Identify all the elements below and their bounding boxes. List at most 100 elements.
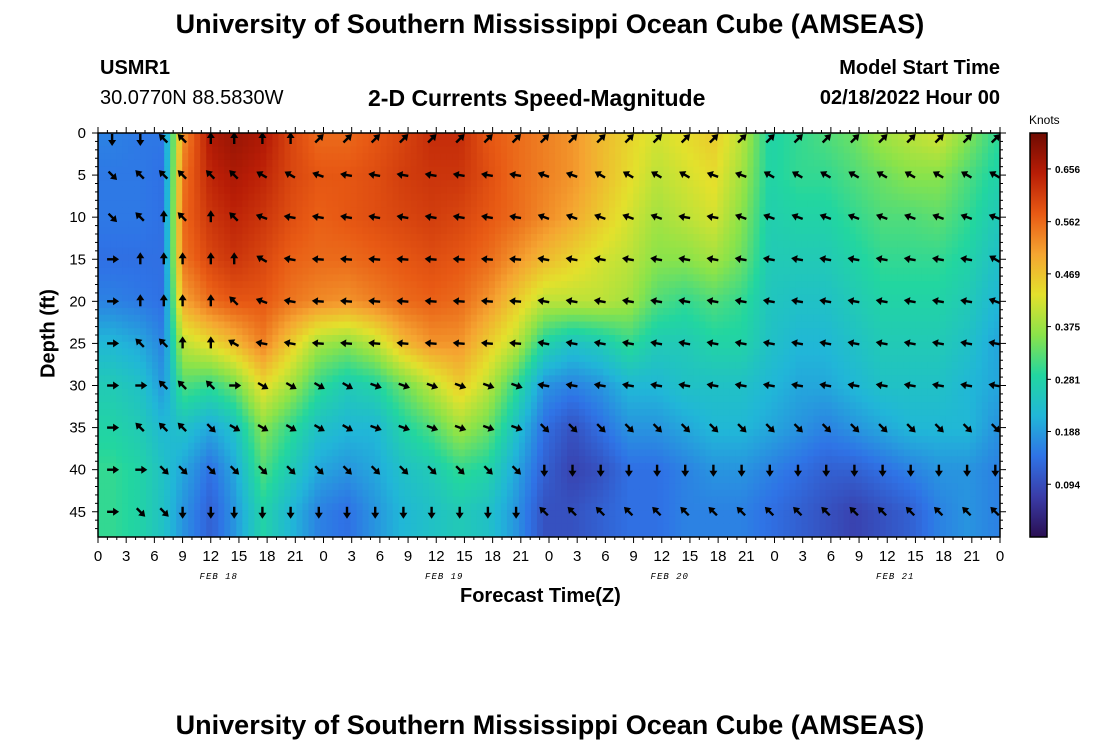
heat-cell: [398, 227, 406, 235]
heat-cell: [380, 281, 388, 289]
heat-cell: [915, 254, 923, 262]
heat-cell: [200, 341, 207, 350]
heat-cell: [242, 193, 249, 201]
heat-cell: [422, 146, 430, 154]
heat-cell: [254, 287, 261, 296]
heat-cell: [230, 287, 237, 296]
heat-cell: [627, 274, 634, 282]
heat-cell: [542, 234, 550, 242]
heat-cell: [645, 146, 652, 154]
heat-cell: [945, 341, 953, 350]
heat-cell: [398, 133, 406, 141]
heat-cell: [783, 287, 791, 296]
heat-cell: [555, 173, 562, 181]
heat-cell: [392, 133, 400, 141]
heat-cell: [170, 220, 177, 228]
heat-cell: [200, 328, 207, 336]
heat-cell: [338, 153, 346, 161]
heat-cell: [759, 166, 767, 174]
heat-cell: [224, 240, 231, 249]
heat-cell: [140, 139, 147, 148]
heat-cell: [458, 348, 466, 356]
heat-cell: [585, 180, 592, 188]
heat-cell: [272, 159, 279, 168]
heat-cell: [146, 193, 153, 201]
heat-cell: [969, 274, 977, 282]
heat-cell: [609, 213, 616, 222]
heat-cell: [122, 301, 129, 309]
heat-cell: [512, 281, 520, 289]
heat-cell: [434, 220, 442, 228]
heat-cell: [200, 287, 207, 296]
heat-cell: [278, 133, 286, 141]
heat-cell: [440, 180, 448, 188]
heat-cell: [200, 355, 207, 363]
heat-cell: [218, 308, 225, 316]
heat-cell: [488, 166, 496, 174]
heat-cell: [296, 335, 304, 343]
heat-cell: [140, 260, 147, 269]
heat-cell: [891, 234, 899, 242]
heat-cell: [711, 341, 718, 350]
heat-cell: [188, 186, 195, 195]
heat-cell: [585, 159, 592, 168]
heat-cell: [861, 281, 869, 289]
heat-cell: [326, 260, 334, 269]
heat-cell: [681, 227, 688, 235]
heat-cell: [422, 227, 430, 235]
heat-cell: [591, 207, 598, 215]
heat-cell: [344, 254, 352, 262]
heat-cell: [494, 321, 502, 329]
heat-cell: [170, 247, 177, 255]
heat-cell: [975, 200, 983, 208]
heat-cell: [266, 254, 273, 262]
heat-cell: [308, 173, 316, 181]
heat-cell: [621, 166, 628, 174]
heat-cell: [639, 301, 646, 309]
heat-cell: [116, 146, 123, 154]
heat-cell: [224, 213, 231, 222]
chart-title: University of Southern Mississippi Ocean…: [175, 9, 925, 39]
heat-cell: [200, 213, 207, 222]
heat-cell: [651, 267, 658, 275]
heat-cell: [843, 139, 851, 148]
heat-cell: [116, 200, 123, 208]
heat-cell: [428, 254, 436, 262]
heat-cell: [819, 308, 827, 316]
heat-cell: [260, 355, 267, 363]
heat-cell: [915, 308, 923, 316]
heat-cell: [777, 321, 785, 329]
heat-cell: [801, 341, 809, 350]
heat-cell: [164, 166, 171, 174]
heat-cell: [542, 308, 550, 316]
heat-cell: [386, 321, 394, 329]
heat-cell: [897, 294, 905, 302]
heat-cell: [374, 220, 382, 228]
heat-cell: [717, 341, 724, 350]
heat-cell: [512, 267, 520, 275]
heat-cell: [494, 281, 502, 289]
heat-cell: [675, 301, 682, 309]
heat-cell: [374, 200, 382, 208]
heat-cell: [446, 133, 454, 141]
heat-cell: [723, 335, 730, 343]
heat-cell: [332, 186, 340, 195]
heat-cell: [855, 321, 863, 329]
heat-cell: [248, 186, 255, 195]
heat-cell: [524, 159, 532, 168]
heat-cell: [242, 308, 249, 316]
heat-cell: [591, 341, 598, 350]
model-start-value: 02/18/2022 Hour 00: [819, 87, 1000, 109]
heat-cell: [446, 227, 454, 235]
heat-cell: [759, 146, 767, 154]
heat-cell: [416, 139, 424, 148]
heat-cell: [717, 328, 724, 336]
heat-cell: [224, 247, 231, 255]
heat-cell: [536, 240, 544, 249]
heat-cell: [789, 207, 797, 215]
heat-cell: [248, 341, 255, 350]
heat-cell: [104, 247, 111, 255]
heat-cell: [753, 166, 761, 174]
heat-cell: [500, 301, 508, 309]
heat-cell: [567, 328, 574, 336]
